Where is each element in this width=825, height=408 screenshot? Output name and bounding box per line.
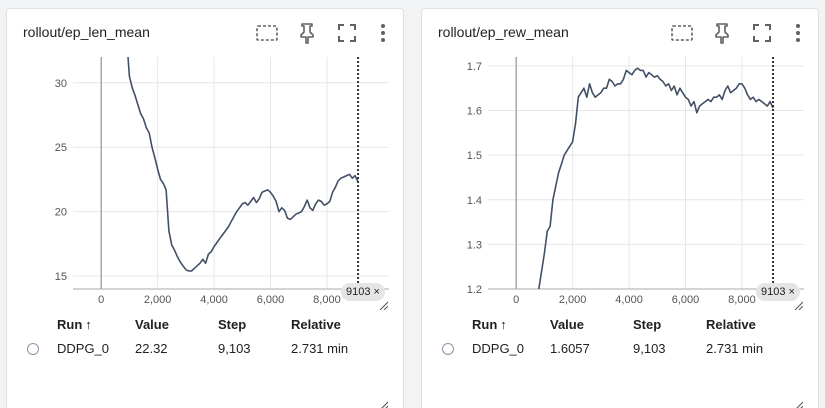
y-tick-label: 1.4 xyxy=(467,195,482,207)
x-tick-label: 4,000 xyxy=(200,294,228,306)
table-resize-handle-icon[interactable] xyxy=(379,401,388,408)
sort-arrow-icon: ↑ xyxy=(500,317,507,332)
pin-icon[interactable] xyxy=(710,21,734,45)
x-tick-label: 0 xyxy=(98,294,104,306)
step-chip-label: 9103 xyxy=(761,286,786,298)
card-toolbar xyxy=(255,21,395,45)
x-tick-label: 4,000 xyxy=(615,294,643,306)
run-color-dot[interactable] xyxy=(27,343,39,355)
x-tick-label: 8,000 xyxy=(313,294,341,306)
resize-handle-icon[interactable] xyxy=(379,301,388,310)
y-tick-label: 1.7 xyxy=(467,61,482,73)
chart-card-ep-rew-mean: rollout/ep_rew_mean 1.2 1.3 1.4 1.5 1.6 1.7 0 2… xyxy=(421,8,819,408)
header-relative[interactable]: Relative xyxy=(291,317,341,332)
header-relative[interactable]: Relative xyxy=(706,317,756,332)
series-line-0[interactable] xyxy=(124,5,359,272)
y-tick-label: 15 xyxy=(55,271,67,283)
card-toolbar xyxy=(670,21,810,45)
x-tick-label: 6,000 xyxy=(672,294,700,306)
cell-value: 22.32 xyxy=(135,341,168,356)
table-resize-handle-icon[interactable] xyxy=(794,401,803,408)
cell-step: 9,103 xyxy=(633,341,666,356)
cell-step: 9,103 xyxy=(218,341,251,356)
fit-domain-icon[interactable] xyxy=(255,21,279,45)
series-line-0[interactable] xyxy=(536,67,774,302)
y-tick-label: 1.6 xyxy=(467,106,482,118)
pin-icon[interactable] xyxy=(295,21,319,45)
data-table: Run ↑ Value Step Relative DDPG_0 22.32 9,… xyxy=(7,311,405,371)
y-tick-label: 1.2 xyxy=(467,284,482,296)
run-color-dot[interactable] xyxy=(442,343,454,355)
y-tick-label: 1.5 xyxy=(467,150,482,162)
fullscreen-icon[interactable] xyxy=(750,21,774,45)
step-chip[interactable]: 9103 × xyxy=(341,283,385,301)
more-vert-icon[interactable] xyxy=(371,21,395,45)
data-table: Run ↑ Value Step Relative DDPG_0 1.6057 9… xyxy=(422,311,820,371)
header-step[interactable]: Step xyxy=(633,317,662,332)
cell-relative: 2.731 min xyxy=(706,341,764,356)
header-step[interactable]: Step xyxy=(218,317,247,332)
y-tick-label: 25 xyxy=(55,142,67,154)
resize-handle-icon[interactable] xyxy=(794,301,803,310)
sort-arrow-icon: ↑ xyxy=(85,317,92,332)
step-chip-label: 9103 xyxy=(346,286,371,298)
x-tick-label: 6,000 xyxy=(257,294,285,306)
x-tick-label: 2,000 xyxy=(144,294,172,306)
header-value[interactable]: Value xyxy=(550,317,584,332)
cell-run: DDPG_0 xyxy=(57,341,110,356)
x-tick-label: 8,000 xyxy=(728,294,756,306)
x-tick-label: 2,000 xyxy=(559,294,587,306)
fullscreen-icon[interactable] xyxy=(335,21,359,45)
cell-value: 1.6057 xyxy=(550,341,590,356)
header-run[interactable]: Run ↑ xyxy=(57,317,92,332)
card-title: rollout/ep_len_mean xyxy=(23,24,150,40)
y-tick-label: 1.3 xyxy=(467,239,482,251)
y-tick-label: 30 xyxy=(55,78,67,90)
cell-run: DDPG_0 xyxy=(472,341,525,356)
close-icon[interactable]: × xyxy=(373,286,380,298)
fit-domain-icon[interactable] xyxy=(670,21,694,45)
more-vert-icon[interactable] xyxy=(786,21,810,45)
cell-relative: 2.731 min xyxy=(291,341,349,356)
step-chip[interactable]: 9103 × xyxy=(756,283,800,301)
chart-card-ep-len-mean: rollout/ep_len_mean 15 20 25 30 0 2,000 4,000 6… xyxy=(6,8,404,408)
line-chart[interactable]: 15 20 25 30 0 2,000 4,000 6,000 8,000 xyxy=(7,57,405,312)
close-icon[interactable]: × xyxy=(788,286,795,298)
line-chart[interactable]: 1.2 1.3 1.4 1.5 1.6 1.7 0 2,000 4,000 6,000 8,000 xyxy=(422,57,820,312)
card-title: rollout/ep_rew_mean xyxy=(438,24,569,40)
header-value[interactable]: Value xyxy=(135,317,169,332)
y-tick-label: 20 xyxy=(55,207,67,219)
header-run[interactable]: Run ↑ xyxy=(472,317,507,332)
x-tick-label: 0 xyxy=(513,294,519,306)
